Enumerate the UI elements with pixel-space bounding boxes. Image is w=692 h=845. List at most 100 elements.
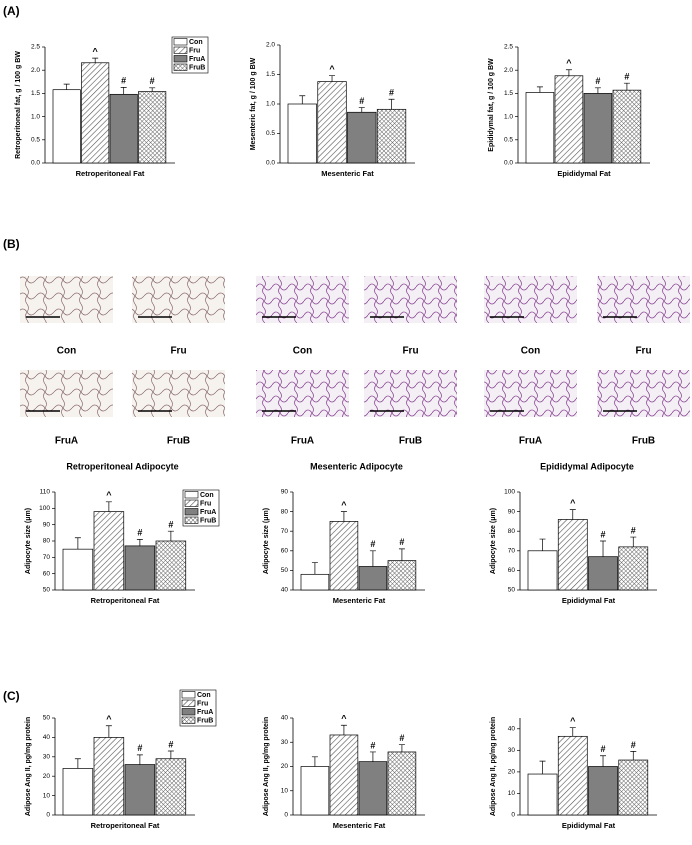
bar — [81, 62, 110, 164]
bar — [618, 546, 649, 591]
bar — [93, 737, 125, 816]
bar — [62, 768, 94, 816]
error-bar — [398, 744, 405, 752]
error-bar — [311, 562, 318, 575]
y-tick-label: 80 — [43, 538, 51, 545]
y-tick-label: 10 — [508, 790, 516, 797]
bar — [618, 759, 649, 816]
bar — [588, 556, 618, 591]
error-bar — [329, 75, 336, 82]
error-bar — [565, 69, 572, 76]
error-bar — [74, 758, 81, 769]
bar — [583, 93, 613, 164]
x-axis-title: Epididymal Fat — [562, 821, 616, 830]
micrograph — [20, 276, 113, 323]
significance-marker: # — [601, 744, 606, 754]
bar — [93, 511, 125, 591]
micrograph-caption: Fru — [170, 346, 186, 357]
micrograph — [256, 276, 349, 323]
y-tick-label: 0.0 — [266, 160, 275, 167]
error-bar — [105, 501, 112, 512]
micrograph-caption: FruA — [519, 436, 542, 447]
micrograph — [20, 370, 113, 417]
micrograph-group-title: Retroperitoneal Adipocyte — [66, 461, 178, 471]
error-bar — [600, 755, 607, 767]
bar — [317, 81, 347, 164]
significance-marker: ^ — [566, 58, 572, 68]
x-axis-title: Mesenteric Fat — [333, 596, 386, 605]
error-bar — [105, 725, 112, 738]
x-axis-title: Retroperitoneal Fat — [91, 596, 160, 605]
significance-marker: # — [370, 740, 375, 750]
micrograph — [132, 370, 225, 417]
y-tick-label: 60 — [281, 548, 289, 555]
micrograph-group-title: Mesenteric Adipocyte — [310, 461, 403, 471]
y-tick-label: 50 — [508, 587, 516, 594]
bar — [554, 75, 584, 164]
significance-marker: ^ — [106, 490, 112, 500]
y-tick-label: 30 — [43, 754, 51, 761]
y-tick-label: 40 — [43, 734, 51, 741]
y-tick-label: 10 — [281, 787, 289, 794]
legend-swatch — [173, 55, 188, 63]
micrograph-caption: Fru — [402, 346, 418, 357]
error-bar — [136, 754, 143, 765]
y-tick-label: 0.0 — [31, 160, 40, 167]
y-tick-label: 0 — [284, 812, 288, 819]
y-tick-label: 20 — [43, 773, 51, 780]
error-bar — [594, 87, 601, 94]
bar — [124, 764, 156, 816]
y-axis-label: Adipose Ang II, pg/mg protein — [490, 717, 497, 816]
panel-label: (A) — [3, 4, 20, 18]
micrograph-caption: Con — [521, 346, 540, 357]
y-tick-label: 80 — [508, 528, 516, 535]
significance-marker: # — [624, 72, 629, 82]
bar — [358, 761, 388, 816]
bar — [387, 751, 417, 816]
y-tick-label: 1.5 — [266, 71, 275, 78]
x-axis-title: Retroperitoneal Fat — [91, 821, 160, 830]
significance-marker: ^ — [570, 498, 576, 508]
legend-swatch — [181, 716, 196, 724]
y-axis-label: Adipose Ang II, pg/mg protein — [25, 717, 32, 816]
error-bar — [92, 57, 99, 63]
legend-swatch — [184, 499, 199, 507]
bar — [347, 111, 377, 164]
y-tick-label: 2.0 — [31, 67, 40, 74]
significance-marker: ^ — [341, 500, 347, 510]
bar — [124, 545, 156, 591]
significance-marker: # — [168, 520, 173, 530]
bar — [376, 108, 407, 164]
legend-swatch — [181, 699, 196, 707]
y-tick-label: 20 — [281, 763, 289, 770]
bar — [329, 734, 359, 816]
error-bar — [369, 751, 376, 762]
y-tick-label: 80 — [281, 508, 289, 515]
bar — [358, 566, 388, 591]
micrograph — [364, 370, 457, 417]
x-axis-title: Mesenteric Fat — [333, 821, 386, 830]
significance-marker: # — [137, 743, 142, 753]
y-axis-label: Mesenteric fat, g / 100 g BW — [250, 57, 257, 150]
y-tick-label: 30 — [281, 739, 289, 746]
error-bar — [539, 760, 546, 775]
y-tick-label: 20 — [508, 769, 516, 776]
y-tick-label: 70 — [281, 528, 289, 535]
bar — [287, 103, 317, 164]
error-bar — [167, 530, 174, 541]
bar — [155, 540, 187, 591]
y-tick-label: 60 — [43, 570, 51, 577]
panel-label: (B) — [3, 237, 20, 251]
micrograph-caption: FruA — [55, 436, 78, 447]
significance-marker: ^ — [106, 714, 112, 724]
error-bar — [136, 539, 143, 546]
bar — [557, 519, 588, 591]
legend-label: FruB — [197, 717, 213, 724]
error-bar — [149, 87, 156, 92]
y-tick-label: 1.0 — [504, 113, 513, 120]
y-tick-label: 90 — [281, 489, 289, 496]
significance-marker: # — [389, 88, 394, 98]
y-tick-label: 110 — [40, 489, 51, 496]
y-tick-label: 2.5 — [504, 44, 513, 51]
y-tick-label: 0.0 — [504, 160, 513, 167]
